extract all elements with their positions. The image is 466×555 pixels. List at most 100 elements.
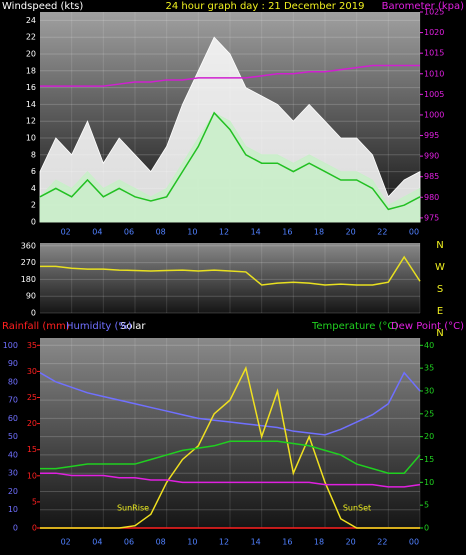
plot-area bbox=[40, 338, 420, 528]
y-tick-label: 24 bbox=[26, 16, 36, 25]
x-tick-label: 22 bbox=[377, 538, 387, 547]
x-tick-label: 02 bbox=[61, 228, 71, 237]
x-tick-label: 16 bbox=[282, 228, 292, 237]
y-tick-label: 14 bbox=[26, 100, 36, 109]
x-tick-label: 06 bbox=[124, 228, 134, 237]
y-tick-label: 35 bbox=[27, 341, 37, 350]
y-tick-label: 10 bbox=[424, 478, 434, 487]
y-tick-label: 6 bbox=[31, 167, 36, 176]
y-tick-label: 0 bbox=[13, 524, 18, 533]
y-tick-label: 50 bbox=[8, 432, 18, 441]
y-tick-label: 40 bbox=[424, 341, 434, 350]
y-tick-label: 20 bbox=[26, 50, 36, 59]
y-tick-label: 5 bbox=[32, 497, 37, 506]
series-title: Solar bbox=[120, 321, 146, 332]
y-tick-label: 30 bbox=[27, 367, 37, 376]
y-tick-label: 360 bbox=[21, 241, 36, 250]
y-tick-label: 90 bbox=[8, 359, 18, 368]
x-tick-label: 20 bbox=[346, 538, 356, 547]
series-line bbox=[40, 440, 421, 474]
y-tick-label: 20 bbox=[424, 432, 434, 441]
annotation: SunSet bbox=[343, 504, 371, 513]
series-title: Dew Point (°C) bbox=[391, 321, 464, 332]
y-tick-label: 1000 bbox=[424, 110, 444, 119]
y-tick-label: 60 bbox=[8, 414, 18, 423]
chart-title: 24 hour graph day : 21 December 2019 bbox=[166, 1, 365, 12]
y2-axis-title: Barometer (kpa) bbox=[382, 1, 464, 12]
direction-label: W bbox=[435, 262, 445, 273]
y-tick-label: 20 bbox=[27, 419, 37, 428]
series-line bbox=[39, 111, 421, 211]
series-line bbox=[40, 472, 421, 488]
y-tick-label: 1020 bbox=[424, 28, 444, 37]
direction-label: E bbox=[437, 306, 443, 317]
y-tick-label: 1005 bbox=[424, 90, 444, 99]
x-tick-label: 18 bbox=[314, 538, 324, 547]
y-tick-label: 180 bbox=[21, 275, 36, 284]
plot-area bbox=[40, 243, 420, 313]
y-tick-label: 0 bbox=[32, 524, 37, 533]
x-tick-label: 02 bbox=[61, 538, 71, 547]
direction-label: N bbox=[436, 240, 443, 251]
series-line bbox=[40, 255, 421, 286]
y-tick-label: 1015 bbox=[424, 49, 444, 58]
y-tick-label: 975 bbox=[424, 213, 439, 222]
y-tick-label: 70 bbox=[8, 396, 18, 405]
y-tick-label: 10 bbox=[27, 471, 37, 480]
series-line bbox=[40, 365, 420, 529]
y-tick-label: 0 bbox=[31, 309, 36, 318]
x-tick-label: 10 bbox=[187, 228, 197, 237]
y-tick-label: 40 bbox=[8, 450, 18, 459]
y-tick-label: 90 bbox=[26, 292, 36, 301]
y-tick-label: 20 bbox=[8, 487, 18, 496]
x-tick-label: 16 bbox=[282, 538, 292, 547]
y-tick-label: 5 bbox=[424, 501, 429, 510]
y-tick-label: 8 bbox=[31, 150, 36, 159]
y-tick-label: 35 bbox=[424, 364, 434, 373]
x-tick-label: 04 bbox=[92, 228, 102, 237]
series-title: Temperature (°C) bbox=[311, 321, 398, 332]
y-tick-label: 0 bbox=[424, 524, 429, 533]
series-area bbox=[39, 112, 421, 223]
annotation: SunRise bbox=[117, 504, 149, 513]
x-tick-label: 08 bbox=[156, 228, 166, 237]
x-tick-label: 00 bbox=[409, 538, 419, 547]
y-tick-label: 25 bbox=[424, 409, 434, 418]
y-axis-title: Windspeed (kts) bbox=[2, 1, 83, 12]
x-tick-label: 22 bbox=[377, 228, 387, 237]
y-tick-label: 995 bbox=[424, 131, 439, 140]
x-tick-label: 06 bbox=[124, 538, 134, 547]
series-title: Humidity (%) bbox=[66, 321, 132, 332]
y-tick-label: 1025 bbox=[424, 8, 444, 17]
direction-label: N bbox=[436, 328, 443, 339]
y-tick-label: 100 bbox=[3, 341, 18, 350]
x-tick-label: 14 bbox=[251, 228, 261, 237]
y-tick-label: 25 bbox=[27, 393, 37, 402]
y-tick-label: 30 bbox=[424, 386, 434, 395]
x-tick-label: 04 bbox=[92, 538, 102, 547]
y-tick-label: 22 bbox=[26, 33, 36, 42]
direction-label: S bbox=[437, 284, 443, 295]
y-tick-label: 1010 bbox=[424, 69, 444, 78]
x-tick-label: 12 bbox=[219, 228, 229, 237]
x-tick-label: 08 bbox=[156, 538, 166, 547]
series-line bbox=[40, 64, 420, 87]
x-tick-label: 18 bbox=[314, 228, 324, 237]
x-tick-label: 14 bbox=[251, 538, 261, 547]
y-tick-label: 10 bbox=[8, 505, 18, 514]
y-tick-label: 990 bbox=[424, 152, 439, 161]
y-tick-label: 10 bbox=[26, 134, 36, 143]
y-tick-label: 0 bbox=[31, 218, 36, 227]
y-tick-label: 18 bbox=[26, 66, 36, 75]
x-tick-label: 10 bbox=[187, 538, 197, 547]
y-tick-label: 16 bbox=[26, 83, 36, 92]
y-tick-label: 985 bbox=[424, 172, 439, 181]
y-tick-label: 12 bbox=[26, 117, 36, 126]
y-tick-label: 80 bbox=[8, 377, 18, 386]
y-tick-label: 15 bbox=[424, 455, 434, 464]
series-line bbox=[39, 371, 421, 436]
y-tick-label: 30 bbox=[8, 469, 18, 478]
x-tick-label: 12 bbox=[219, 538, 229, 547]
x-tick-label: 20 bbox=[346, 228, 356, 237]
